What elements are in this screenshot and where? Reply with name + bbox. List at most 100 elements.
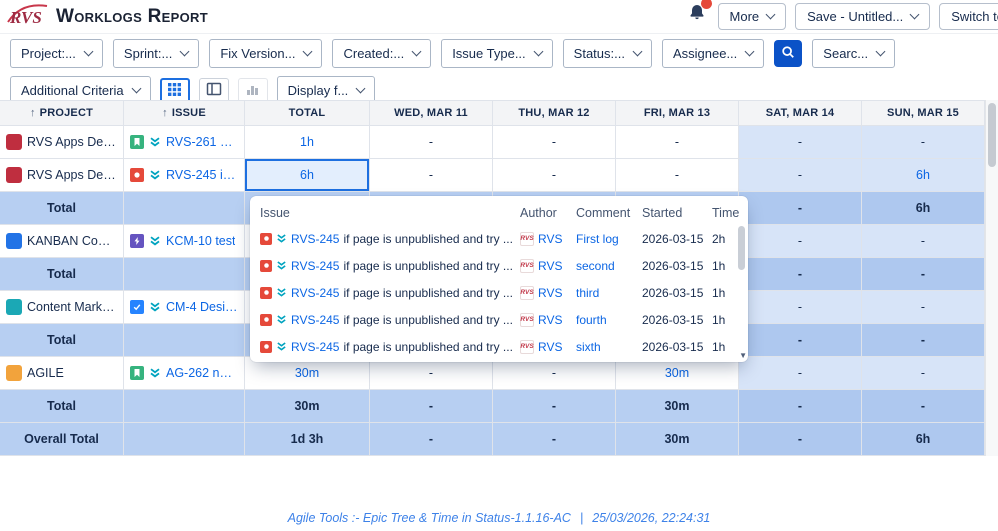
chevron-down-icon [875,46,886,57]
popup-col-author: Author [520,206,557,220]
day-cell-weekend: - [862,324,985,357]
panel-view-button[interactable] [198,77,229,104]
filter-created[interactable]: Created:... [332,39,432,68]
column-header-issue[interactable]: ↑ ISSUE [124,100,245,126]
vertical-scrollbar[interactable] [985,100,998,456]
time-spent: 1h [712,339,726,354]
author-link[interactable]: RVS [538,258,563,273]
total-cell[interactable]: 1h [245,126,370,159]
comment-link[interactable]: fourth [576,312,607,327]
project-cell: AGILE [0,357,124,390]
more-button[interactable]: More [717,3,787,30]
page-title: Worklogs Report [56,5,208,27]
bug-icon [130,168,144,182]
author-link[interactable]: RVS [538,339,563,354]
comment-link[interactable]: sixth [576,339,601,354]
started-date: 2026-03-15 [642,312,704,327]
comment-link[interactable]: second [576,258,615,273]
issue-link[interactable]: RVS-261 Re... [166,135,238,149]
day-cell-weekend: - [739,126,862,159]
issue-cell: RVS-261 Re... [124,126,245,159]
day-cell-weekend: - [739,225,862,258]
day-cell-weekend: - [862,291,985,324]
chevron-down-icon [179,46,190,57]
filter-sprint[interactable]: Sprint:... [112,39,200,68]
popup-scroll-down-icon[interactable]: ▼ [739,351,747,360]
day-cell: - [616,126,739,159]
bar-chart-icon [245,82,260,100]
top-bar-actions: More Save - Untitled... Switch to [687,0,998,30]
column-header-day: SUN, MAR 15 [862,100,985,126]
filter-status[interactable]: Status:... [562,39,652,68]
day-cell: - [616,159,739,192]
total-label: Total [0,324,124,357]
total-label: Total [0,390,124,423]
epic-icon [130,234,144,248]
total-cell-selected[interactable]: 6h [245,159,370,192]
chart-view-button[interactable] [237,77,268,104]
worklog-row: RVS-245 if page is unpublished and try .… [260,279,732,306]
issue-link[interactable]: RVS-245 [291,312,340,327]
overall-total-row: Overall Total 1d 3h - - 30m - 6h [0,423,985,456]
switch-to-button[interactable]: Switch to [939,3,998,30]
issue-link[interactable]: KCM-10 test [166,234,236,248]
total-cell: 1d 3h [245,423,370,456]
day-cell-weekend: - [862,390,985,423]
filter-assignee[interactable]: Assignee... [661,39,765,68]
filter-search[interactable]: Searc... [812,39,896,68]
priority-low-icon [149,367,161,379]
issue-link[interactable]: RVS-245 [291,285,340,300]
day-cell-weekend[interactable]: 6h [862,159,985,192]
chevron-down-icon [744,46,755,57]
total-label: Total [0,258,124,291]
worklog-row: RVS-245 if page is unpublished and try .… [260,225,732,252]
started-date: 2026-03-15 [642,231,704,246]
issue-link[interactable]: RVS-245 [291,339,340,354]
bug-icon [260,286,272,299]
search-button[interactable] [774,40,803,67]
column-header-project[interactable]: ↑ PROJECT [0,100,124,126]
filter-project[interactable]: Project:... [10,39,103,68]
priority-low-icon [149,136,161,148]
popup-scrollbar-thumb[interactable] [738,226,745,270]
author-link[interactable]: RVS [538,231,563,246]
issue-link[interactable]: RVS-245 [291,258,340,273]
day-cell[interactable]: 30m [616,357,739,390]
issue-link[interactable]: RVS-245 [291,231,340,246]
day-cell: - [370,390,493,423]
save-button[interactable]: Save - Untitled... [795,3,931,30]
day-cell-weekend: - [739,258,862,291]
issue-link[interactable]: RVS-245 if p... [166,168,238,182]
project-cell: RVS Apps Develo... [0,126,124,159]
chevron-down-icon [533,46,544,57]
chevron-down-icon [131,83,142,94]
notifications-bell-icon[interactable] [687,0,712,28]
column-header-day: FRI, MAR 13 [616,100,739,126]
rvs-avatar-icon: RVS [520,312,534,327]
started-date: 2026-03-15 [642,339,704,354]
comment-link[interactable]: third [576,285,600,300]
author-link[interactable]: RVS [538,285,563,300]
issue-cell: RVS-245 if p... [124,159,245,192]
column-header-day: WED, MAR 11 [370,100,493,126]
filter-fix-version[interactable]: Fix Version... [209,39,323,68]
bug-icon [260,340,272,353]
time-spent: 2h [712,231,726,246]
total-cell[interactable]: 30m [245,357,370,390]
comment-link[interactable]: First log [576,231,619,246]
table-header-row: ↑ PROJECT ↑ ISSUE TOTAL WED, MAR 11 THU, M… [0,100,985,126]
rvs-avatar-icon: RVS [520,285,534,300]
priority-low-icon [149,301,161,313]
footer-app-info: Agile Tools :- Epic Tree & Time in Statu… [287,511,571,525]
filter-issue-type[interactable]: Issue Type... [441,39,553,68]
day-cell: - [493,126,616,159]
popup-col-started: Started [642,206,683,220]
author-link[interactable]: RVS [538,312,563,327]
story-icon [130,135,144,149]
scrollbar-thumb[interactable] [988,103,996,167]
issue-link[interactable]: AG-262 new ... [166,366,238,380]
svg-text:RVS: RVS [9,8,42,27]
started-date: 2026-03-15 [642,258,704,273]
issue-link[interactable]: CM-4 Design... [166,300,238,314]
